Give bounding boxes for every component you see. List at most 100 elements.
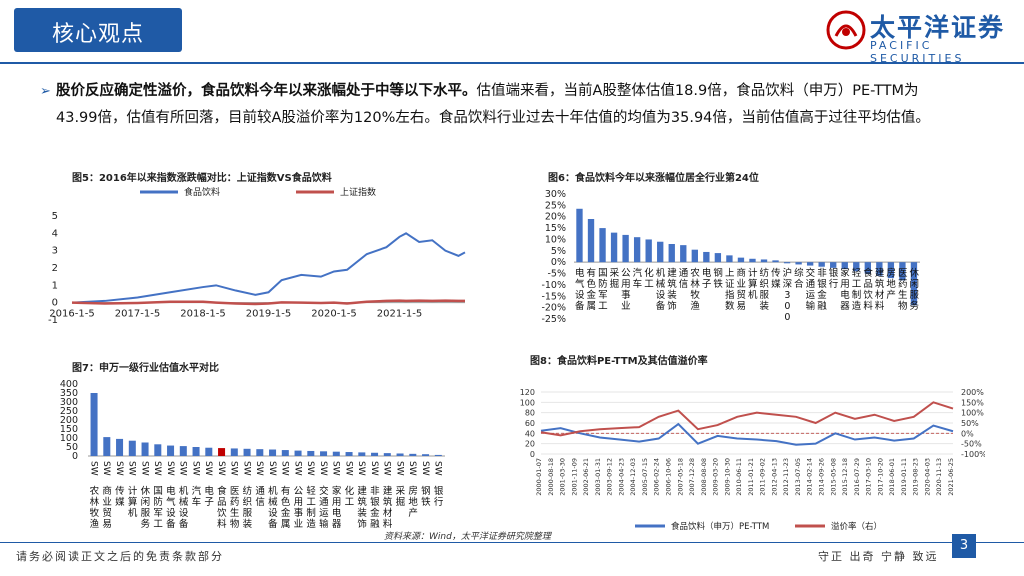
fig7-bar xyxy=(371,452,379,456)
fig7-category-label: 机械设备 xyxy=(268,485,278,530)
fig6-category-label: 计算机 xyxy=(748,267,758,301)
fig6-bar xyxy=(726,255,733,263)
fig8-x-tick: 2003-09-12 xyxy=(606,458,614,496)
fig8-x-tick: 2001-11-09 xyxy=(570,458,578,496)
fig8-series-line xyxy=(540,401,954,437)
fig6-category-label: 家用电器 xyxy=(840,267,850,312)
fig7-x-tick: SW xyxy=(343,461,353,476)
fig5-x-tick: 2017-1-5 xyxy=(115,309,160,320)
fig7-x-tick: SW xyxy=(433,461,443,476)
fig7-category-label: 有色金属 xyxy=(281,485,291,530)
fig7-x-tick: SW xyxy=(241,461,251,476)
fig6-y-tick: -5% xyxy=(548,269,567,280)
fig7-category-label: 银行 xyxy=(434,485,444,508)
fig8-x-tick: 2018-06-01 xyxy=(888,458,896,496)
fig6-title: 图6：食品饮料今年以来涨幅位居全行业第24位 xyxy=(548,173,759,184)
fig8-y2-tick: 200% xyxy=(961,388,984,397)
fig6-bar xyxy=(633,237,641,263)
fig5-y-tick: -1 xyxy=(48,315,58,326)
fig6-y-tick: 25% xyxy=(545,200,566,211)
fig8-y2-tick: 100% xyxy=(961,409,984,418)
fig6-category-label: 农林牧渔 xyxy=(690,267,700,312)
fig7-category-label: 公用事业 xyxy=(294,486,304,530)
fig7-category-label: 化工 xyxy=(345,485,355,508)
fig7-category-label: 房地产 xyxy=(408,485,418,519)
fig7-bar xyxy=(294,450,302,456)
fig5-x-tick: 2020-1-5 xyxy=(311,309,356,320)
fig6-category-label: 沪深 3 0 0 xyxy=(783,267,793,323)
fig6-y-tick: -15% xyxy=(541,291,566,302)
fig7-x-tick: SW xyxy=(152,461,162,476)
fig8-y2-tick: -100% xyxy=(961,450,985,459)
fig7-category-label: 计算机 xyxy=(128,485,138,519)
fig6-category-label: 机械设备 xyxy=(656,267,666,312)
fig6-bar xyxy=(818,262,825,267)
fig7-x-tick: SW xyxy=(127,461,137,476)
fig6-bar xyxy=(587,219,595,263)
fig6-category-label: 综合 xyxy=(794,267,804,290)
fig7-x-tick: SW xyxy=(229,461,239,476)
fig8-x-tick: 2019-08-23 xyxy=(912,458,920,496)
fig7-bar xyxy=(230,448,238,456)
fig8-x-tick: 2017-03-10 xyxy=(865,458,873,496)
fig8-y-tick: 0 xyxy=(530,450,535,459)
fig6-bar xyxy=(622,234,629,263)
fig8-legend-label: 食品饮料（申万）PE-TTM xyxy=(671,521,769,532)
fig7-bar xyxy=(154,444,162,456)
fig7-category-label: 医药生物 xyxy=(230,486,240,530)
fig7-bar xyxy=(179,446,187,456)
fig6-bar xyxy=(830,262,837,268)
fig7-bar xyxy=(332,451,340,456)
fig5-y-tick: 3 xyxy=(52,246,58,257)
fig7-x-tick: SW xyxy=(254,461,264,476)
fig6-category-label: 有色金属 xyxy=(587,267,597,312)
fig5-y-tick: 0 xyxy=(52,298,58,309)
fig6-y-tick: 30% xyxy=(545,189,566,200)
fig7-bar xyxy=(103,437,111,456)
fig8-x-tick: 2019-01-11 xyxy=(900,458,908,496)
fig8-x-tick: 2021-06-25 xyxy=(947,458,955,496)
fig6-y-tick: 20% xyxy=(545,212,566,223)
fig7-x-tick: SW xyxy=(394,461,404,476)
fig6-bar xyxy=(841,262,848,269)
key-point-bold: 股价反应确定性溢价，食品饮料今年以来涨幅处于中等以下水平。 xyxy=(56,83,477,99)
fig8-x-tick: 2006-02-24 xyxy=(653,458,661,496)
fig7-bar xyxy=(256,449,264,456)
fig8-x-tick: 2000-08-18 xyxy=(547,458,555,496)
fig7-bar xyxy=(90,393,98,456)
fig8-x-tick: 2008-08-08 xyxy=(700,458,708,496)
fig7-x-tick: SW xyxy=(369,461,379,476)
fig6-bar xyxy=(772,260,779,263)
fig7-x-tick: SW xyxy=(216,461,226,476)
fig7-x-tick: SW xyxy=(382,461,392,476)
fig6-category-label: 休闲服务 xyxy=(909,267,919,312)
fig6-bar xyxy=(576,208,583,263)
fig7-bar xyxy=(269,449,277,456)
fig5-y-tick: 5 xyxy=(52,211,58,222)
fig7-bar xyxy=(422,454,430,456)
fig8-x-tick: 2016-07-29 xyxy=(853,458,861,496)
fig8-y-tick: 120 xyxy=(520,388,535,397)
fig5-x-tick: 2021-1-5 xyxy=(377,309,422,320)
fig7-category-label: 传媒 xyxy=(115,485,125,508)
fig6-bar xyxy=(749,258,756,263)
fig7-category-label: 钢铁 xyxy=(421,485,431,508)
fig7-bar xyxy=(128,440,136,456)
fig7-category-label: 汽车 xyxy=(192,485,202,508)
fig7-x-tick: SW xyxy=(114,461,124,476)
fig7-category-label: 电子 xyxy=(204,485,214,508)
fig7-x-tick: SW xyxy=(203,461,213,476)
fig7-category-label: 非银金融 xyxy=(370,485,380,530)
fig8-x-tick: 2020-11-13 xyxy=(935,458,943,496)
fig6-bar xyxy=(795,262,802,265)
fig6-bar xyxy=(783,262,791,264)
fig6-category-label: 商业贸易 xyxy=(736,267,746,312)
fig7-title: 图7：申万一级行业估值水平对比 xyxy=(72,363,219,374)
fig7-bar xyxy=(320,451,328,456)
fig6-bar xyxy=(691,249,698,263)
fig6-bar xyxy=(599,228,606,263)
fig7-x-tick: SW xyxy=(420,461,430,476)
fig6-y-tick: 10% xyxy=(545,234,566,245)
fig6-category-label: 钢铁 xyxy=(713,267,723,290)
